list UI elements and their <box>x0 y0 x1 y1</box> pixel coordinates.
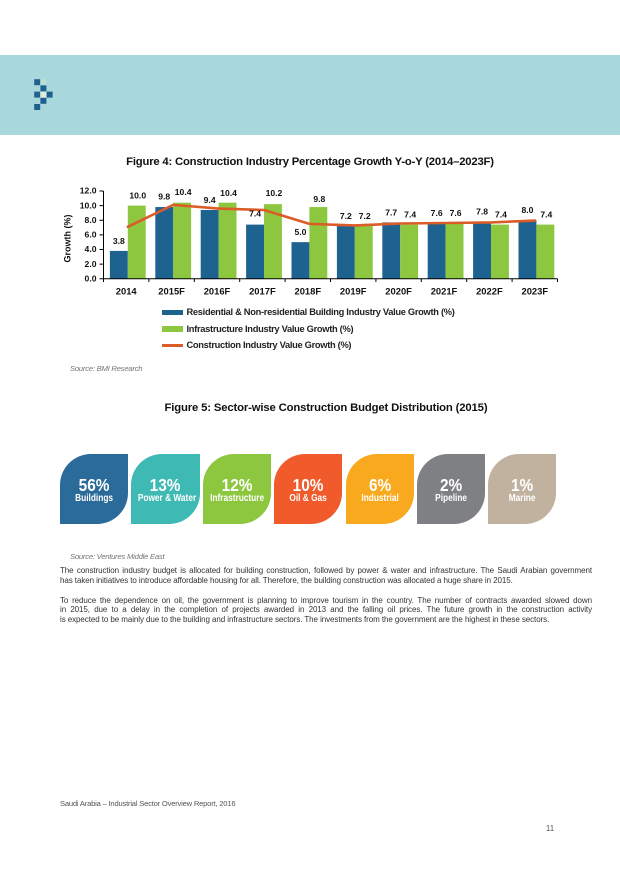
svg-text:10.4: 10.4 <box>220 188 237 198</box>
svg-text:9.8: 9.8 <box>158 192 170 202</box>
svg-text:10.0: 10.0 <box>129 191 146 201</box>
svg-text:10.2: 10.2 <box>266 188 283 198</box>
svg-text:6.0: 6.0 <box>85 230 97 240</box>
svg-text:2014: 2014 <box>116 286 138 297</box>
svg-text:9.4: 9.4 <box>204 195 216 205</box>
svg-text:2019F: 2019F <box>340 286 367 297</box>
svg-text:4.0: 4.0 <box>85 244 97 254</box>
svg-text:7.4: 7.4 <box>404 210 416 220</box>
svg-text:2016F: 2016F <box>204 286 231 297</box>
svg-text:Growth (%): Growth (%) <box>63 215 73 263</box>
svg-text:7.2: 7.2 <box>340 211 352 221</box>
svg-text:7.4: 7.4 <box>249 209 261 219</box>
svg-text:7.6: 7.6 <box>450 208 462 218</box>
svg-text:0.0: 0.0 <box>85 273 97 283</box>
svg-text:5.0: 5.0 <box>294 227 306 237</box>
svg-text:2017F: 2017F <box>249 286 276 297</box>
svg-text:7.2: 7.2 <box>359 211 371 221</box>
svg-text:7.6: 7.6 <box>431 208 443 218</box>
svg-text:7.7: 7.7 <box>385 207 397 217</box>
svg-text:2021F: 2021F <box>431 286 458 297</box>
svg-text:10.0: 10.0 <box>80 200 97 210</box>
svg-text:2015F: 2015F <box>158 286 185 297</box>
svg-text:9.8: 9.8 <box>313 194 325 204</box>
svg-text:2022F: 2022F <box>476 286 503 297</box>
svg-text:12.0: 12.0 <box>80 186 97 196</box>
svg-text:2023F: 2023F <box>522 286 549 297</box>
svg-text:2018F: 2018F <box>295 286 322 297</box>
svg-text:8.0: 8.0 <box>521 205 533 215</box>
svg-text:2020F: 2020F <box>385 286 412 297</box>
svg-text:10.4: 10.4 <box>175 187 192 197</box>
svg-text:3.8: 3.8 <box>113 236 125 246</box>
svg-text:7.4: 7.4 <box>495 210 507 220</box>
svg-text:8.0: 8.0 <box>85 215 97 225</box>
svg-text:7.8: 7.8 <box>476 207 488 217</box>
svg-text:7.4: 7.4 <box>540 210 552 220</box>
svg-text:2.0: 2.0 <box>85 259 97 269</box>
